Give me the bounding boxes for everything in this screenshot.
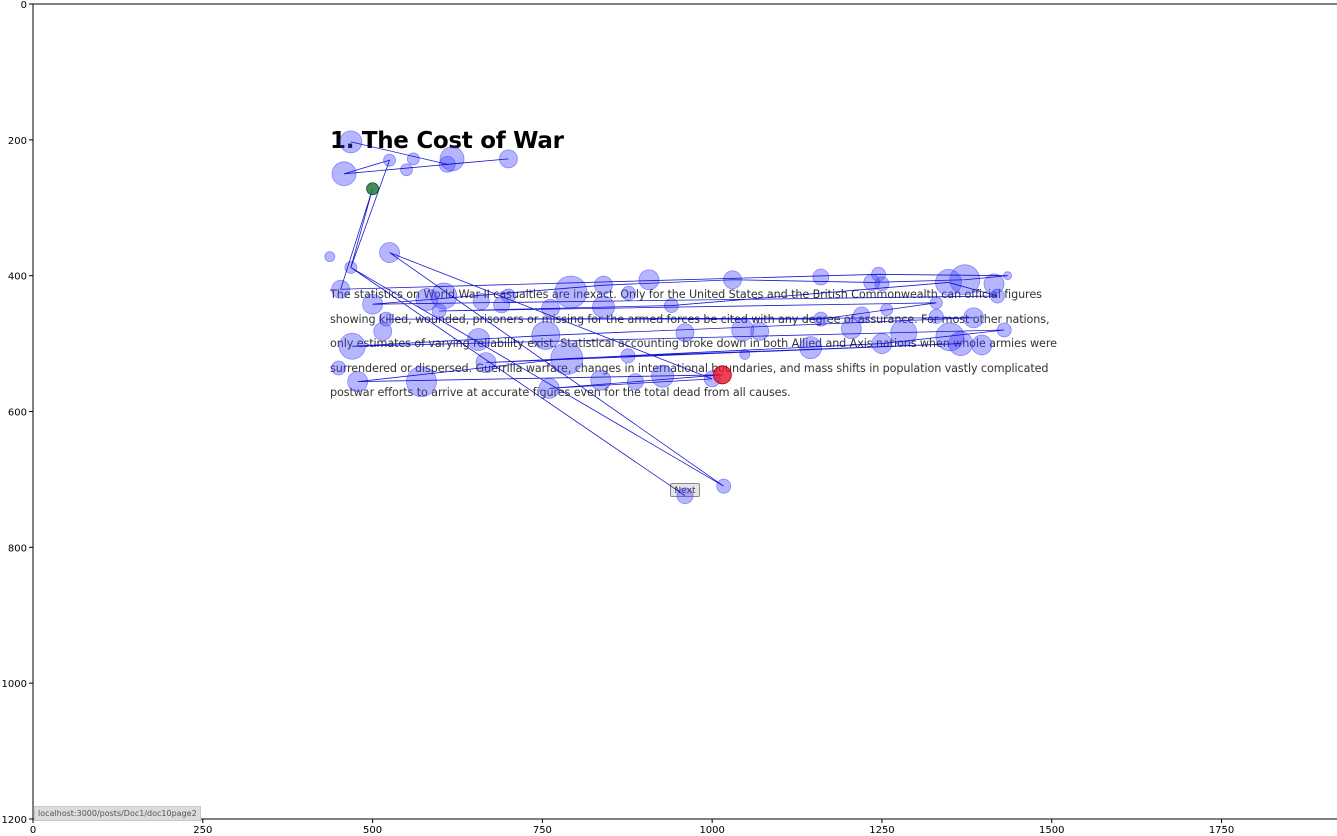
x-tick-label: 1000	[699, 825, 724, 836]
body-line: showing killed, wounded, prisoners or mi…	[330, 312, 1050, 326]
y-tick-label: 1000	[2, 679, 27, 690]
x-tick-label: 250	[193, 825, 212, 836]
body-line: surrendered or dispersed. Guerrilla warf…	[330, 361, 1049, 375]
x-tick-label: 1750	[1209, 825, 1234, 836]
y-tick-label: 0	[21, 0, 27, 11]
x-tick-label: 1250	[869, 825, 894, 836]
page-heading: 1. The Cost of War	[330, 128, 564, 154]
y-tick-label: 200	[8, 136, 27, 147]
article-body: The statistics on World War II casualtie…	[330, 283, 1057, 406]
y-tick-label: 800	[8, 543, 27, 554]
x-tick-label: 1500	[1039, 825, 1064, 836]
y-axis-ticks: 0 200 400 600 800 1000 1200	[2, 0, 33, 826]
body-line: The statistics on World War II casualtie…	[330, 288, 1042, 301]
x-tick-label: 500	[363, 825, 382, 836]
body-line: postwar efforts to arrive at accurate fi…	[330, 386, 791, 399]
y-tick-label: 400	[8, 272, 27, 283]
x-tick-label: 750	[533, 825, 552, 836]
x-tick-label: 0	[30, 825, 36, 836]
y-tick-label: 1200	[2, 815, 27, 826]
body-line: only estimates of varying reliability ex…	[330, 337, 1057, 350]
x-axis-ticks: 0 250 500 750 1000 1250 1500 1750	[30, 819, 1234, 836]
y-tick-label: 600	[8, 408, 27, 419]
status-bar-url: localhost:3000/posts/Doc1/doc10page2	[34, 806, 201, 821]
next-button[interactable]: Next	[670, 483, 700, 497]
